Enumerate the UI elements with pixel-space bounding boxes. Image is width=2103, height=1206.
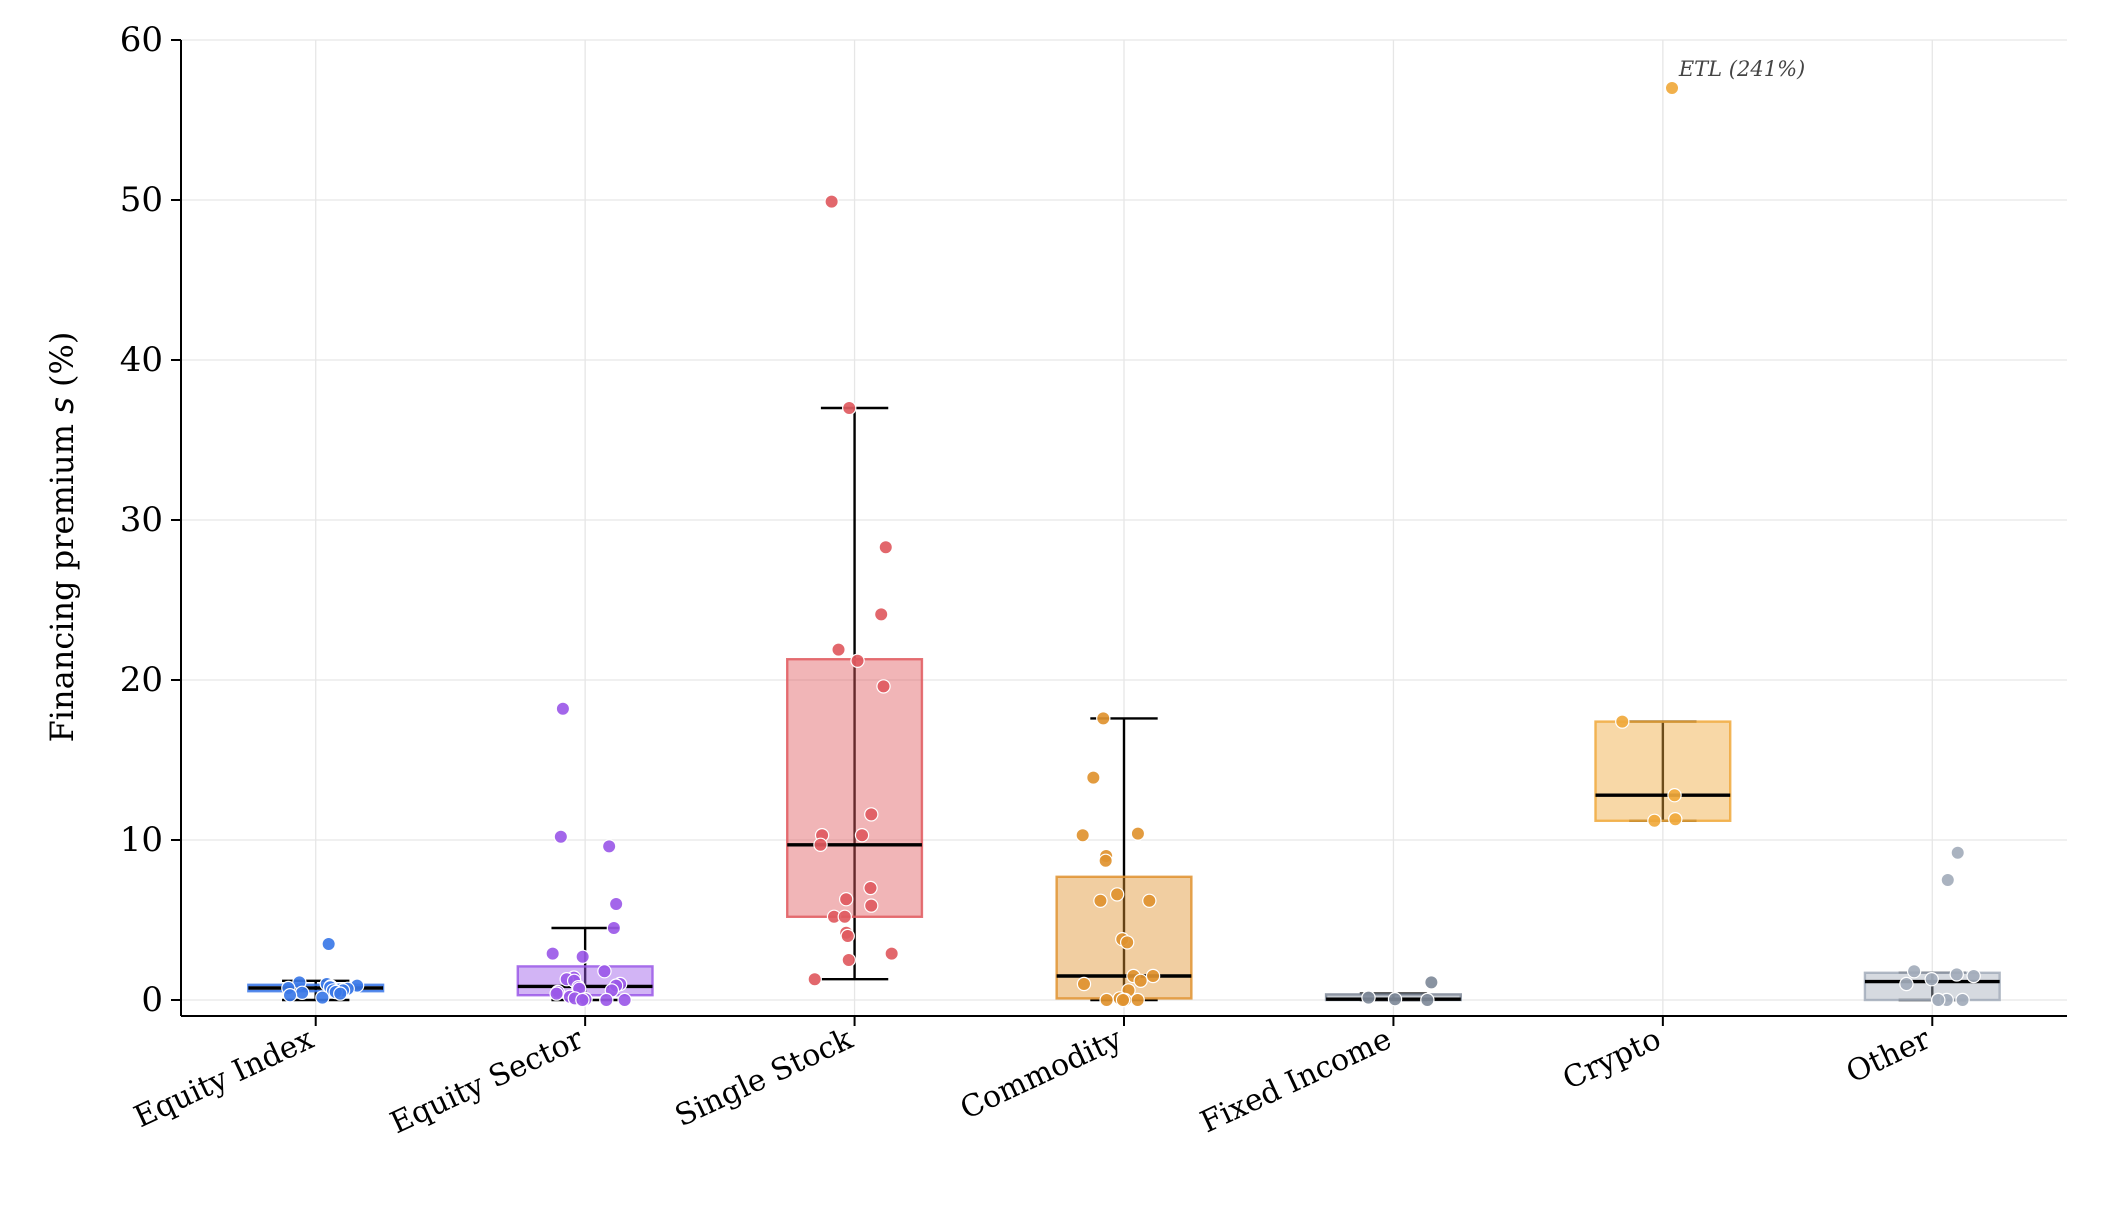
data-point: [1955, 992, 1970, 1008]
data-point: [863, 880, 878, 896]
data-point: [878, 540, 893, 555]
data-point: [333, 986, 348, 1001]
data-point: [1899, 976, 1914, 992]
data-point: [1086, 770, 1101, 785]
y-tick-label: 0: [141, 980, 163, 1020]
data-point: [1966, 968, 1981, 984]
data-point: [1098, 853, 1113, 869]
data-point: [1647, 813, 1662, 829]
y-axis-label-suffix: (%): [43, 332, 81, 398]
data-point: [884, 946, 899, 961]
data-point: [1075, 828, 1090, 843]
annotation-layer: ETL (241%): [1678, 57, 1805, 81]
point-layer: [281, 80, 1981, 1008]
data-point: [1668, 812, 1683, 827]
data-point: [1130, 826, 1146, 841]
y-axis-label-symbol: s: [43, 397, 81, 414]
data-point: [1615, 714, 1630, 729]
data-point: [575, 949, 590, 965]
box-iqr: [1594, 720, 1732, 822]
data-point: [1133, 973, 1148, 989]
data-point: [1949, 967, 1964, 982]
data-point: [321, 936, 336, 952]
data-point: [1906, 964, 1922, 979]
data-point: [599, 992, 614, 1008]
data-point: [1145, 968, 1161, 984]
data-point: [1924, 972, 1939, 987]
data-point: [864, 898, 879, 913]
data-point: [1142, 893, 1157, 909]
data-point: [1076, 976, 1092, 992]
data-point: [606, 920, 622, 936]
y-axis-label-prefix: Financing premium: [43, 414, 81, 743]
y-tick-label: 30: [120, 500, 163, 540]
data-point: [555, 701, 571, 717]
data-point: [1096, 711, 1111, 726]
data-point: [575, 992, 590, 1008]
data-point: [1099, 992, 1114, 1008]
data-point: [841, 952, 856, 968]
data-point: [1093, 893, 1108, 909]
data-point: [1361, 990, 1376, 1005]
data-point: [1931, 992, 1946, 1008]
data-point: [608, 896, 624, 912]
box-group: [1594, 720, 1732, 822]
data-point: [315, 990, 330, 1005]
data-point: [282, 988, 298, 1003]
data-point: [813, 837, 828, 853]
data-point: [864, 807, 879, 822]
data-point: [1387, 992, 1403, 1007]
data-point: [1130, 992, 1145, 1008]
data-point: [850, 653, 865, 669]
data-point: [549, 986, 564, 1001]
data-point: [838, 892, 854, 907]
data-point: [1109, 887, 1125, 902]
data-point: [1664, 80, 1680, 96]
data-point: [597, 964, 612, 979]
data-point: [1115, 992, 1131, 1008]
data-point: [854, 828, 870, 843]
data-point: [874, 607, 889, 622]
data-point: [1119, 935, 1135, 950]
data-point: [831, 642, 846, 657]
data-point: [837, 909, 852, 925]
y-tick-label: 20: [120, 660, 163, 700]
data-point: [553, 829, 569, 845]
data-point: [1420, 992, 1435, 1008]
data-point: [876, 679, 891, 694]
data-point: [617, 992, 632, 1008]
outlier-annotation: ETL (241%): [1678, 57, 1805, 81]
data-point: [601, 839, 617, 854]
data-point: [1940, 872, 1955, 888]
data-point: [842, 400, 857, 416]
data-point: [1950, 845, 1965, 861]
y-tick-label: 60: [120, 20, 163, 60]
data-point: [1667, 788, 1682, 803]
data-point: [840, 928, 855, 944]
data-point: [1424, 975, 1439, 990]
y-axis-label: Financing premium s (%): [43, 332, 81, 743]
y-tick-label: 10: [120, 820, 163, 860]
data-point: [294, 985, 310, 1001]
box-iqr: [786, 658, 924, 919]
data-point: [545, 946, 560, 961]
y-tick-label: 40: [120, 340, 163, 380]
y-tick-label: 50: [120, 180, 163, 220]
data-point: [824, 194, 839, 209]
data-point: [807, 972, 822, 987]
